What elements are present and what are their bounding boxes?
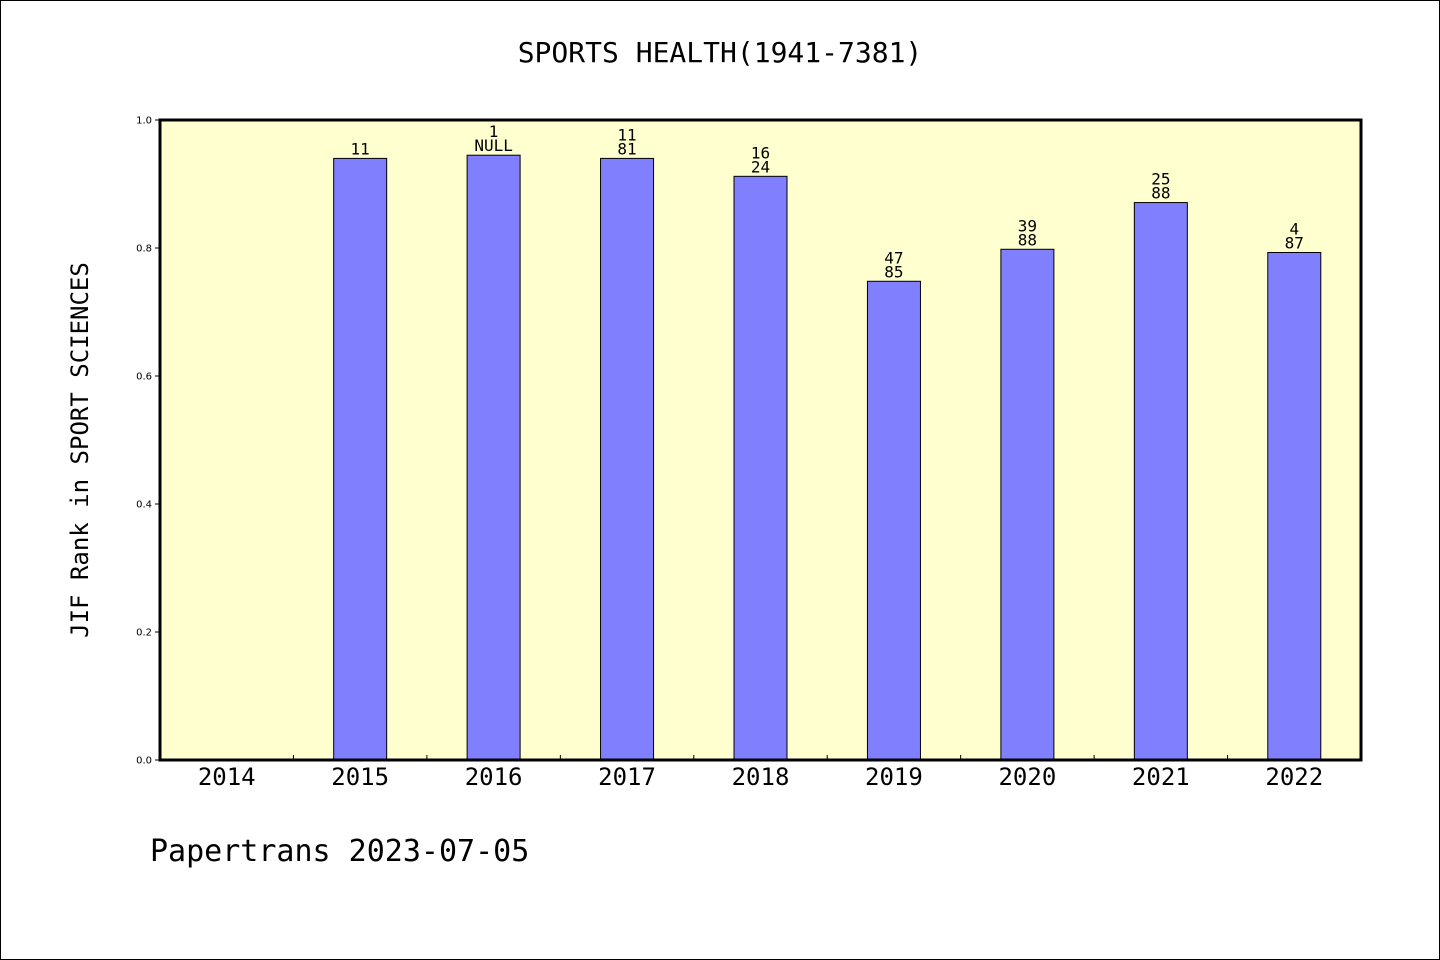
y-tick-label: 0.4	[136, 500, 152, 511]
bar	[1267, 251, 1322, 761]
bar-data-label: 24	[751, 157, 770, 176]
y-tick-label: 1.0	[136, 116, 152, 127]
bar-data-label: 11	[351, 139, 370, 158]
bar	[600, 157, 655, 761]
bar-data-label: 87	[1285, 233, 1304, 252]
bar-data-label: 85	[884, 262, 903, 281]
bar-data-label: 39	[1018, 216, 1037, 235]
bar-data-label: NULL	[474, 136, 513, 155]
bar-data-label: 25	[1151, 170, 1170, 189]
x-tick-label: 2019	[865, 763, 923, 791]
x-tick-label: 2018	[732, 763, 790, 791]
x-tick-label: 2021	[1132, 763, 1190, 791]
bar	[466, 154, 521, 761]
bar-data-label: 16	[751, 143, 770, 162]
bar-data-label: 11	[617, 125, 636, 144]
bar	[733, 175, 788, 761]
x-tick-label: 2017	[598, 763, 656, 791]
bar-data-label: 81	[617, 139, 636, 158]
y-tick-label: 0.0	[136, 756, 152, 767]
bar	[1133, 202, 1188, 761]
bar	[866, 280, 921, 761]
y-tick-label: 0.8	[136, 244, 152, 255]
y-tick-label: 0.6	[136, 372, 152, 383]
x-tick-label: 2022	[1265, 763, 1323, 791]
bar-data-label: 4	[1289, 219, 1299, 238]
bar	[333, 157, 388, 761]
bar-data-label: 1	[489, 122, 499, 141]
x-tick-label: 2020	[998, 763, 1056, 791]
x-tick-label: 2016	[465, 763, 523, 791]
bar-data-label: 88	[1151, 184, 1170, 203]
chart-title: SPORTS HEALTH(1941-7381)	[517, 36, 923, 69]
bar-data-label: 47	[884, 248, 903, 267]
x-tick-label: 2014	[198, 763, 256, 791]
bar	[1000, 248, 1055, 761]
y-tick-label: 0.2	[136, 628, 152, 639]
footer-credit: Papertrans 2023-07-05	[150, 834, 530, 869]
plot-border	[158, 118, 1363, 762]
x-tick-label: 2015	[331, 763, 389, 791]
bar-data-label: 88	[1018, 230, 1037, 249]
